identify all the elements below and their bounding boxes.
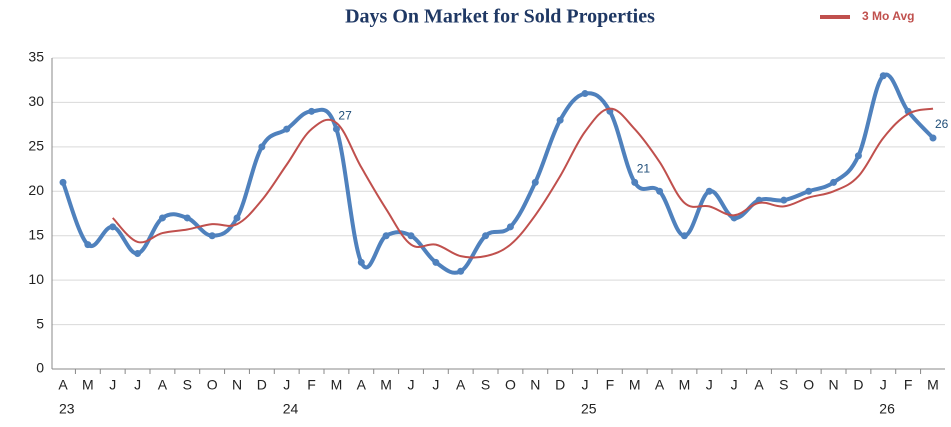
point	[308, 107, 316, 115]
point	[929, 134, 937, 142]
point	[705, 187, 713, 195]
x-tick-label: M	[331, 377, 343, 393]
x-tick-label: J	[432, 377, 439, 393]
x-tick-label: F	[307, 377, 316, 393]
x-tick-label: S	[481, 377, 490, 393]
point	[581, 90, 589, 98]
data-label: 27	[338, 108, 352, 122]
x-tick-label: J	[880, 377, 887, 393]
x-tick-label: A	[456, 377, 466, 393]
x-tick-label: J	[283, 377, 290, 393]
x-tick-label: M	[629, 377, 641, 393]
x-tick-label: F	[606, 377, 615, 393]
point	[556, 116, 564, 124]
x-tick-label: M	[927, 377, 939, 393]
series-line	[61, 72, 935, 275]
y-tick-label: 35	[28, 49, 44, 65]
y-tick-label: 10	[28, 271, 44, 287]
x-tick-label: N	[530, 377, 540, 393]
point	[183, 214, 191, 222]
x-tick-label: M	[679, 377, 691, 393]
point	[506, 223, 514, 231]
point	[407, 232, 415, 240]
point	[84, 241, 92, 249]
x-tick-label: D	[257, 377, 267, 393]
x-tick-label: A	[58, 377, 68, 393]
x-tick-label: A	[754, 377, 764, 393]
point	[780, 196, 788, 204]
x-tick-label: O	[505, 377, 516, 393]
point	[332, 125, 340, 133]
data-label: 26	[935, 117, 949, 131]
point	[432, 258, 440, 266]
x-tick-label: J	[582, 377, 589, 393]
point	[531, 178, 539, 186]
point	[208, 232, 216, 240]
point	[457, 267, 465, 275]
y-tick-label: 15	[28, 226, 44, 242]
series-line	[111, 107, 934, 259]
point	[631, 178, 639, 186]
point	[854, 152, 862, 160]
point	[357, 258, 365, 266]
y-tick-label: 5	[36, 315, 44, 331]
point	[158, 214, 166, 222]
point	[134, 249, 142, 257]
x-tick-label: J	[408, 377, 415, 393]
x-tick-label: N	[829, 377, 839, 393]
x-group-label: 26	[879, 401, 895, 417]
point	[258, 143, 266, 151]
x-group-label: 25	[581, 401, 597, 417]
point	[482, 232, 490, 240]
x-tick-label: A	[655, 377, 665, 393]
point	[233, 214, 241, 222]
x-tick-label: M	[380, 377, 392, 393]
x-tick-label: D	[853, 377, 863, 393]
point	[805, 187, 813, 195]
x-tick-label: D	[555, 377, 565, 393]
legend-label: 3 Mo Avg	[862, 9, 914, 23]
x-tick-label: M	[82, 377, 94, 393]
chart-title: Days On Market for Sold Properties	[345, 6, 655, 28]
y-tick-label: 30	[28, 93, 44, 109]
x-tick-label: O	[803, 377, 814, 393]
x-tick-label: S	[779, 377, 788, 393]
x-tick-label: J	[109, 377, 116, 393]
x-tick-label: F	[904, 377, 913, 393]
x-tick-label: J	[731, 377, 738, 393]
x-tick-label: O	[207, 377, 218, 393]
point	[283, 125, 291, 133]
x-tick-label: A	[357, 377, 367, 393]
point	[830, 178, 838, 186]
x-tick-label: A	[158, 377, 168, 393]
point	[382, 232, 390, 240]
y-tick-label: 20	[28, 182, 44, 198]
point	[680, 232, 688, 240]
data-label: 21	[637, 162, 651, 176]
x-tick-label: N	[232, 377, 242, 393]
point	[656, 187, 664, 195]
point	[109, 223, 117, 231]
y-tick-label: 25	[28, 138, 44, 154]
x-group-label: 24	[283, 401, 299, 417]
point	[879, 72, 887, 80]
y-tick-label: 0	[36, 360, 44, 376]
point	[59, 178, 67, 186]
x-tick-label: S	[183, 377, 192, 393]
x-group-label: 23	[59, 401, 75, 417]
x-tick-label: J	[706, 377, 713, 393]
x-tick-label: J	[134, 377, 141, 393]
